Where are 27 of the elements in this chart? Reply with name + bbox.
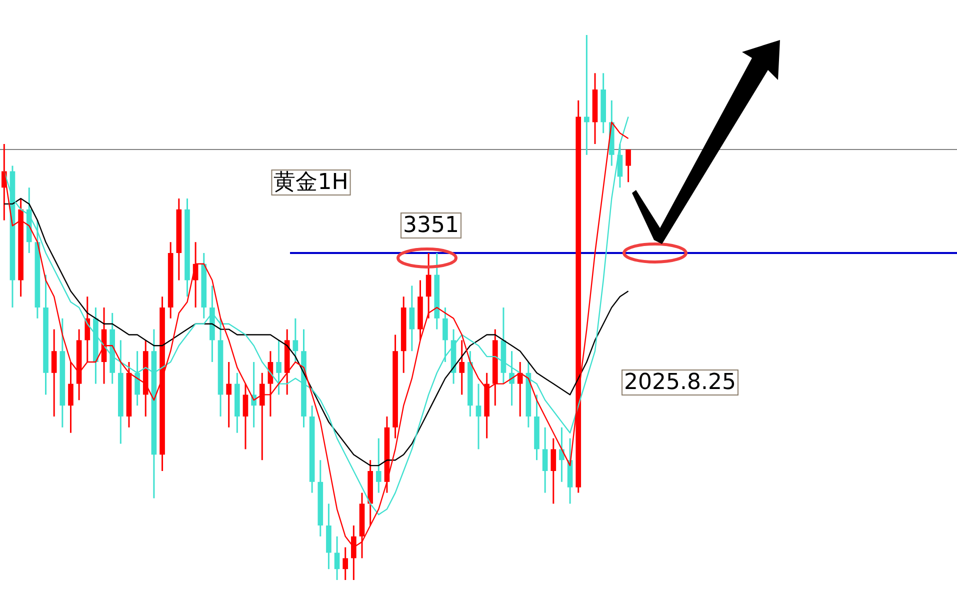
candlestick <box>459 339 465 396</box>
candlestick <box>68 361 74 434</box>
candlestick <box>509 350 514 406</box>
candlestick <box>559 426 564 483</box>
candlestick <box>626 148 631 183</box>
candlestick <box>542 426 548 494</box>
candlestick <box>292 318 298 363</box>
candlestick <box>426 252 432 320</box>
candlestick <box>134 350 140 406</box>
candlestick <box>334 536 340 581</box>
candlestick <box>242 383 248 450</box>
annotation: 3351 <box>403 213 459 238</box>
annotation: 2025.8.25 <box>624 370 736 395</box>
candlestick <box>442 306 448 363</box>
candlestick <box>476 383 482 450</box>
annotation: 黄金1H <box>274 170 348 195</box>
candlestick <box>376 438 382 494</box>
candlestick <box>517 361 523 418</box>
candlestick <box>276 339 282 396</box>
candlestick <box>51 328 57 418</box>
candlestick <box>409 284 415 352</box>
candlestick <box>550 438 556 504</box>
candlestick <box>226 361 232 428</box>
candlestick <box>259 372 265 461</box>
candlestick <box>584 34 590 156</box>
candlestick <box>342 546 348 581</box>
candlestick <box>84 296 90 363</box>
